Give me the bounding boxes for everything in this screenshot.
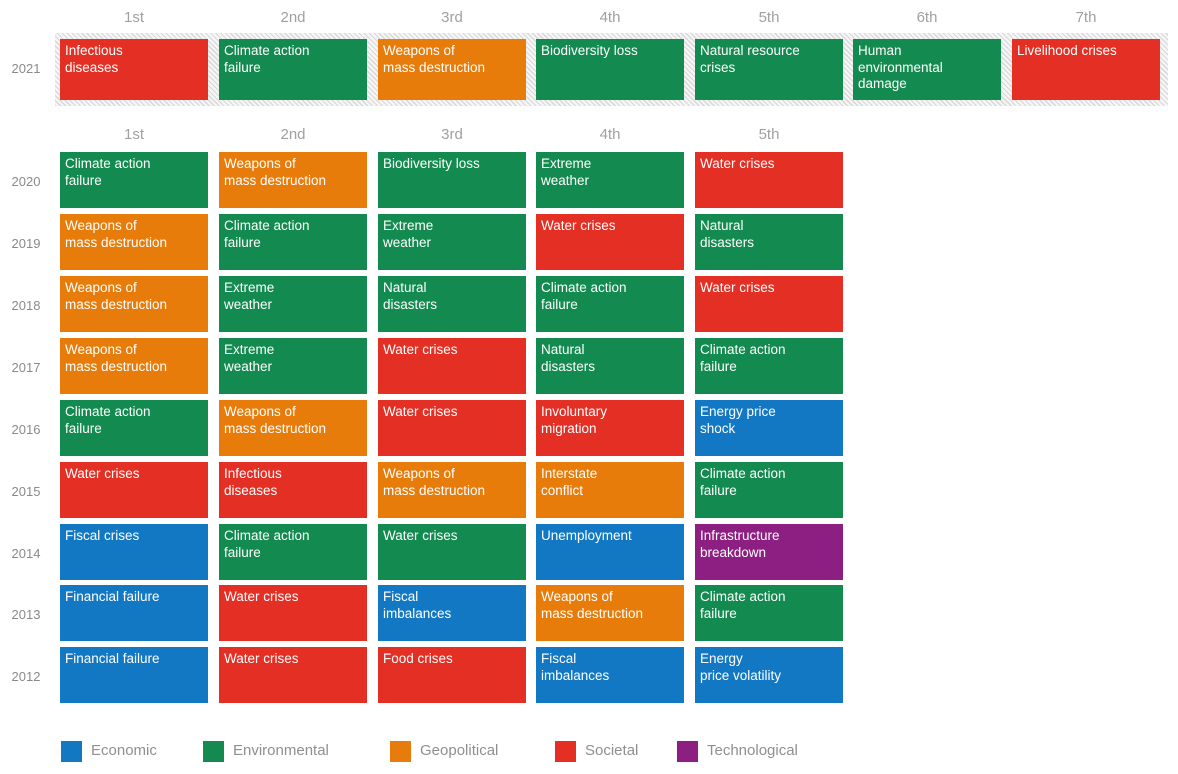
rank-label-2021: 3rd	[441, 9, 463, 26]
legend-label: Technological	[707, 742, 798, 759]
year-label: 2021	[11, 61, 41, 76]
rank-label-2021: 1st	[123, 9, 144, 26]
rank-label-2021: 7th	[1075, 9, 1097, 26]
risk-cell: Financial failure	[60, 585, 208, 641]
year-label: 2017	[11, 360, 41, 375]
year-label: 2018	[11, 298, 41, 313]
legend-swatch	[390, 741, 411, 762]
legend-label: Geopolitical	[420, 742, 499, 759]
risk-cell: Climate action failure	[695, 338, 843, 394]
risk-cell: Weapons of mass destruction	[219, 152, 367, 208]
risk-cell: Climate action failure	[536, 276, 684, 332]
risk-cell: Human environmental damage	[853, 39, 1001, 100]
risk-cell: Climate action failure	[60, 400, 208, 456]
risk-cell: Weapons of mass destruction	[60, 338, 208, 394]
rank-label: 4th	[599, 126, 621, 143]
risk-cell: Climate action failure	[219, 524, 367, 580]
risk-cell: Climate action failure	[695, 462, 843, 518]
year-label: 2016	[11, 422, 41, 437]
risk-cell: Biodiversity loss	[378, 152, 526, 208]
risk-cell: Climate action failure	[219, 214, 367, 270]
legend-label: Environmental	[233, 742, 329, 759]
rank-label: 1st	[123, 126, 144, 143]
risk-cell: Water crises	[60, 462, 208, 518]
risk-cell: Weapons of mass destruction	[219, 400, 367, 456]
year-label: 2012	[11, 669, 41, 684]
risk-cell: Climate action failure	[695, 585, 843, 641]
risk-cell: Unemployment	[536, 524, 684, 580]
risk-cell: Involuntary migration	[536, 400, 684, 456]
risk-cell: Energy price volatility	[695, 647, 843, 703]
legend-swatch	[61, 741, 82, 762]
risk-cell: Interstate conflict	[536, 462, 684, 518]
legend-swatch	[203, 741, 224, 762]
rank-label: 5th	[758, 126, 780, 143]
risk-cell: Water crises	[536, 214, 684, 270]
risk-cell: Climate action failure	[60, 152, 208, 208]
risk-cell: Livelihood crises	[1012, 39, 1160, 100]
rank-label-2021: 4th	[599, 9, 621, 26]
risk-cell: Infectious diseases	[60, 39, 208, 100]
legend-swatch	[555, 741, 576, 762]
year-label: 2013	[11, 607, 41, 622]
risk-cell: Extreme weather	[378, 214, 526, 270]
rank-label-2021: 5th	[758, 9, 780, 26]
risk-cell: Energy price shock	[695, 400, 843, 456]
year-label: 2014	[11, 546, 41, 561]
risk-cell: Water crises	[378, 338, 526, 394]
risk-cell: Water crises	[695, 276, 843, 332]
risk-cell: Extreme weather	[219, 338, 367, 394]
risk-cell: Food crises	[378, 647, 526, 703]
rank-label-2021: 2nd	[280, 9, 306, 26]
risk-cell: Fiscal imbalances	[378, 585, 526, 641]
risk-cell: Weapons of mass destruction	[378, 462, 526, 518]
rank-label-2021: 6th	[916, 9, 938, 26]
risk-cell: Natural disasters	[378, 276, 526, 332]
legend-label: Societal	[585, 742, 639, 759]
legend-swatch	[677, 741, 698, 762]
risk-cell: Weapons of mass destruction	[60, 276, 208, 332]
risk-cell: Weapons of mass destruction	[536, 585, 684, 641]
year-label: 2020	[11, 174, 41, 189]
risk-cell: Fiscal crises	[60, 524, 208, 580]
risk-cell: Extreme weather	[219, 276, 367, 332]
year-label: 2019	[11, 236, 41, 251]
risk-cell: Water crises	[219, 647, 367, 703]
risk-cell: Natural disasters	[695, 214, 843, 270]
risk-cell: Biodiversity loss	[536, 39, 684, 100]
risk-cell: Water crises	[378, 524, 526, 580]
risk-cell: Natural disasters	[536, 338, 684, 394]
year-label: 2015	[11, 484, 41, 499]
risk-cell: Natural resource crises	[695, 39, 843, 100]
rank-label: 2nd	[280, 126, 306, 143]
legend-label: Economic	[91, 742, 157, 759]
risk-cell: Weapons of mass destruction	[60, 214, 208, 270]
risk-cell: Infrastructure breakdown	[695, 524, 843, 580]
rank-label: 3rd	[441, 126, 463, 143]
risk-cell: Climate action failure	[219, 39, 367, 100]
risk-cell: Fiscal imbalances	[536, 647, 684, 703]
risk-cell: Water crises	[695, 152, 843, 208]
risk-cell: Financial failure	[60, 647, 208, 703]
risk-cell: Water crises	[378, 400, 526, 456]
risk-cell: Weapons of mass destruction	[378, 39, 526, 100]
risk-cell: Extreme weather	[536, 152, 684, 208]
risk-cell: Water crises	[219, 585, 367, 641]
risk-cell: Infectious diseases	[219, 462, 367, 518]
